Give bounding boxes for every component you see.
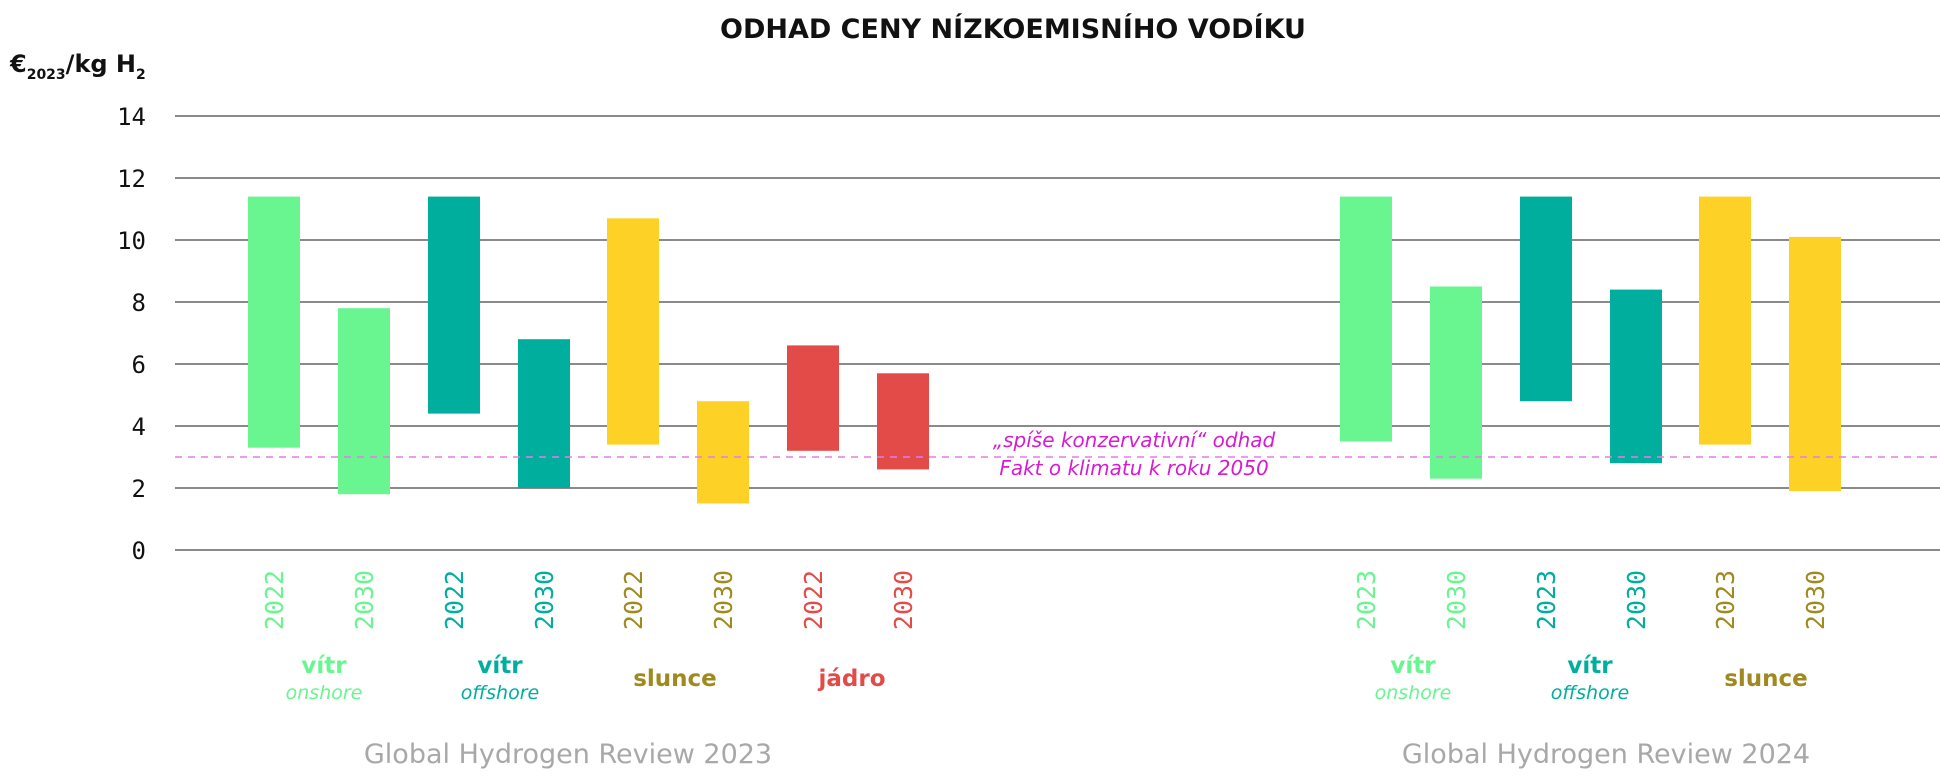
y-tick-label-4: 4	[132, 413, 146, 441]
technology-label-6: vítr	[1567, 653, 1613, 679]
year-label-4: 2030	[530, 570, 559, 630]
price-range-bars	[248, 196, 1841, 504]
technology-label-5: vítr	[1390, 653, 1436, 679]
y-axis-unit: /kg H	[66, 50, 136, 78]
technology-sublabel-6: offshore	[1551, 682, 1629, 704]
technology-label-2: vítr	[477, 653, 523, 679]
year-label-1: 2022	[260, 570, 289, 630]
price-bar-1	[248, 196, 300, 448]
y-axis-currency: €	[9, 50, 27, 78]
year-label-13: 2023	[1711, 570, 1740, 630]
technology-label-3: slunce	[633, 666, 717, 692]
year-label-6: 2030	[709, 570, 738, 630]
price-bar-10	[1430, 286, 1482, 479]
source-label-2023: Global Hydrogen Review 2023	[364, 739, 772, 770]
y-tick-label-10: 10	[117, 227, 146, 255]
technology-label-1: vítr	[301, 653, 347, 679]
year-label-11: 2023	[1532, 570, 1561, 630]
year-label-12: 2030	[1622, 570, 1651, 630]
y-tick-label-14: 14	[117, 103, 146, 131]
technology-label-4: jádro	[817, 666, 885, 692]
year-label-14: 2030	[1801, 570, 1830, 630]
price-bar-12	[1610, 289, 1662, 464]
price-bar-4	[518, 339, 570, 488]
y-tick-label-12: 12	[117, 165, 146, 193]
year-label-3: 2022	[440, 570, 469, 630]
price-bar-9	[1340, 196, 1392, 442]
year-label-10: 2030	[1442, 570, 1471, 630]
technology-label-7: slunce	[1724, 666, 1808, 692]
y-axis-unit-subscript: 2	[136, 67, 146, 83]
price-bar-7	[787, 345, 839, 451]
reference-label-line1: „spíše konzervativní“ odhad	[993, 428, 1276, 452]
y-axis-currency-year: 2023	[27, 67, 66, 83]
y-axis-unit-label: €2023/kg H2	[9, 50, 146, 83]
price-bar-6	[697, 401, 749, 504]
reference-line-group: „spíše konzervativní“ odhad Fakt o klimat…	[175, 428, 1940, 480]
year-label-7: 2022	[799, 570, 828, 630]
price-bar-14	[1789, 236, 1841, 492]
reference-label-line2: Fakt o klimatu k roku 2050	[999, 456, 1268, 480]
price-bar-3	[428, 196, 480, 414]
price-bar-5	[607, 218, 659, 445]
price-bar-2	[338, 308, 390, 495]
y-tick-label-6: 6	[132, 351, 146, 379]
technology-labels: vítr onshore vítr offshore slunce jádro vítr on…	[286, 653, 1808, 704]
y-tick-label-0: 0	[132, 537, 146, 565]
y-tick-label-2: 2	[132, 475, 146, 503]
technology-sublabel-2: offshore	[461, 682, 539, 704]
chart-title: ODHAD CENY NÍZKOEMISNÍHO VODÍKU	[720, 13, 1306, 45]
technology-sublabel-5: onshore	[1375, 682, 1452, 704]
technology-sublabel-1: onshore	[286, 682, 363, 704]
year-label-5: 2022	[619, 570, 648, 630]
year-labels: 2022 2030 2022 2030 2022 2030 2022 2030 2023 2030…	[260, 570, 1830, 630]
price-bar-11	[1520, 196, 1572, 402]
year-label-2: 2030	[350, 570, 379, 630]
price-bar-8	[877, 373, 929, 470]
year-label-9: 2023	[1352, 570, 1381, 630]
year-label-8: 2030	[889, 570, 918, 630]
source-label-2024: Global Hydrogen Review 2024	[1402, 739, 1810, 770]
price-bar-13	[1699, 196, 1751, 445]
y-axis-ticks: 0 2 4 6 8 10 12 14	[117, 103, 146, 565]
y-tick-label-8: 8	[132, 289, 146, 317]
